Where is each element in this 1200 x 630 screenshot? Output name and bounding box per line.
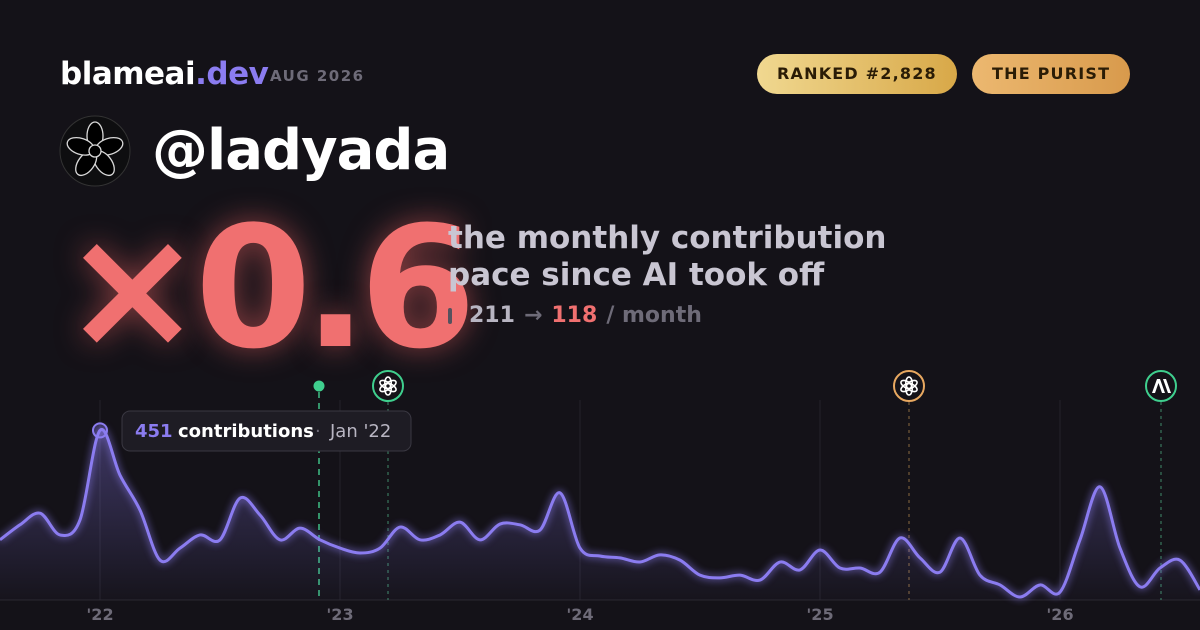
x-tick-label: '24: [566, 605, 593, 624]
event-dot: [313, 380, 325, 392]
tooltip-value: 451: [135, 421, 173, 442]
event-icon: [1145, 370, 1177, 402]
x-tick-label: '23: [326, 605, 353, 624]
highlight-point: [92, 422, 108, 439]
rank-badge: RANKED #2,828: [757, 54, 957, 94]
tooltip-separator: ·: [315, 421, 321, 442]
brand-tld: .dev: [195, 56, 269, 92]
x-tick-label: '26: [1046, 605, 1073, 624]
pace: 211 → 118 / month: [448, 303, 702, 328]
event-icon: [893, 370, 925, 402]
tooltip-label: contributions: [178, 421, 314, 442]
pace-arrow: →: [523, 303, 543, 328]
multiplier: ×0.6: [62, 190, 476, 386]
description: the monthly contribution: [448, 220, 887, 256]
handle: @ladyada: [152, 118, 450, 183]
brand-name: blameai: [60, 56, 196, 92]
pace-unit: / month: [606, 303, 702, 328]
line: [0, 428, 1200, 599]
x-tick-label: '22: [86, 605, 113, 624]
pace-icon: [448, 307, 458, 324]
area: [0, 429, 1200, 600]
tooltip-date: Jan '22: [329, 421, 391, 442]
persona-badge: THE PURIST: [972, 54, 1131, 94]
tooltip: 451 contributions · Jan '22: [121, 410, 412, 452]
date: AUG 2026: [270, 67, 365, 85]
brand: blameai.dev: [60, 56, 269, 92]
event-icon: [372, 370, 404, 402]
x-tick-label: '25: [806, 605, 833, 624]
avatar: [59, 115, 131, 187]
pace-before: 211: [469, 303, 515, 328]
pace-after: 118: [551, 303, 598, 328]
description: pace since AI took off: [448, 257, 825, 293]
